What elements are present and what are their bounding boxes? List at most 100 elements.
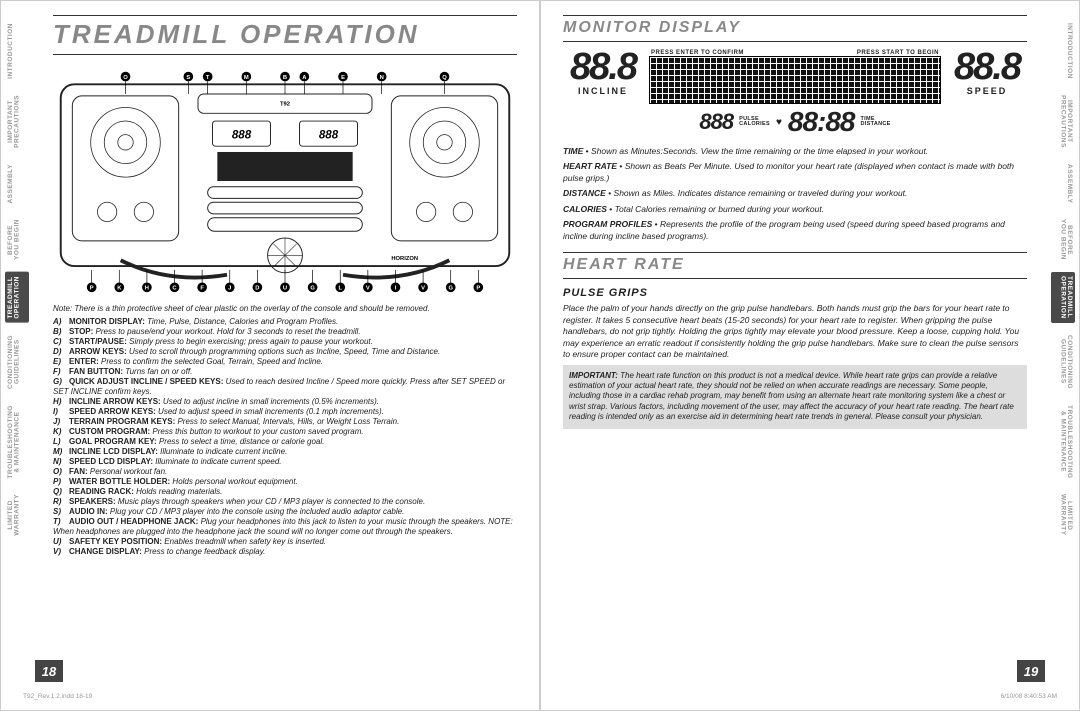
legend-row: V)CHANGE DISPLAY: Press to change feedba… — [53, 547, 517, 557]
important-box: IMPORTANT: The heart rate function on th… — [563, 365, 1027, 429]
svg-text:G: G — [310, 286, 315, 292]
definition-row: TIMEShown as Minutes:Seconds. View the t… — [563, 146, 1027, 157]
definition-row: HEART RATEShown as Beats Per Minute. Use… — [563, 161, 1027, 184]
important-label: IMPORTANT: — [569, 371, 618, 380]
svg-text:P: P — [90, 286, 94, 292]
legend-row: P)WATER BOTTLE HOLDER: Holds personal wo… — [53, 477, 517, 487]
sidetab: ASSEMBLY — [1051, 160, 1075, 208]
page-number: 19 — [1017, 660, 1045, 682]
matrix-left-text: PRESS ENTER TO CONFIRM — [651, 50, 744, 56]
page-title: TREADMILL OPERATION — [53, 15, 517, 55]
legend-row: G)QUICK ADJUST INCLINE / SPEED KEYS: Use… — [53, 377, 517, 397]
legend-row: I)SPEED ARROW KEYS: Used to adjust speed… — [53, 407, 517, 417]
svg-text:F: F — [200, 286, 204, 292]
legend-row: Q)READING RACK: Holds reading materials. — [53, 487, 517, 497]
legend-row: M)INCLINE LCD DISPLAY: Illuminate to ind… — [53, 447, 517, 457]
svg-text:E: E — [341, 75, 345, 81]
sidetab: IMPORTANT PRECAUTIONS — [1051, 91, 1075, 152]
legend-row: J)TERRAIN PROGRAM KEYS: Press to select … — [53, 417, 517, 427]
matrix-grid — [649, 56, 941, 104]
legend-row: U)SAFETY KEY POSITION: Enables treadmill… — [53, 537, 517, 547]
svg-text:T: T — [206, 75, 210, 81]
monitor-panel: 88.8 INCLINE PRESS ENTER TO CONFIRM PRES… — [563, 50, 1027, 242]
sidetab: BEFORE YOU BEGIN — [1051, 215, 1075, 264]
sidetab: IMPORTANT PRECAUTIONS — [5, 91, 29, 152]
right-content: MONITOR DISPLAY 88.8 INCLINE PRESS ENTER… — [563, 15, 1027, 429]
mid-time-value: 88:88 — [788, 106, 855, 138]
legend-row: R)SPEAKERS: Music plays through speakers… — [53, 497, 517, 507]
diagram-note: Note: There is a thin protective sheet o… — [53, 304, 517, 313]
svg-text:V: V — [366, 286, 370, 292]
svg-text:S: S — [186, 75, 190, 81]
monitor-display-title: MONITOR DISPLAY — [563, 15, 1027, 42]
profile-matrix: PRESS ENTER TO CONFIRM PRESS START TO BE… — [649, 50, 941, 138]
legend-row: S)AUDIO IN: Plug your CD / MP3 player in… — [53, 507, 517, 517]
legend-row: A)MONITOR DISPLAY: Time, Pulse, Distance… — [53, 317, 517, 327]
svg-text:P: P — [476, 286, 480, 292]
sidetab: LIMITED WARRANTY — [1051, 490, 1075, 540]
page-left: INTRODUCTION IMPORTANT PRECAUTIONS ASSEM… — [0, 0, 540, 711]
monitor-definitions: TIMEShown as Minutes:Seconds. View the t… — [563, 146, 1027, 242]
legend-row: K)CUSTOM PROGRAM: Press this button to w… — [53, 427, 517, 437]
legend-row: E)ENTER: Press to confirm the selected G… — [53, 357, 517, 367]
svg-text:M: M — [244, 75, 249, 81]
sidetab-active: TREADMILL OPERATION — [1051, 272, 1075, 323]
legend-row: H)INCLINE ARROW KEYS: Used to adjust inc… — [53, 397, 517, 407]
svg-text:L: L — [338, 286, 342, 292]
svg-text:B: B — [283, 75, 287, 81]
legend-row: T)AUDIO OUT / HEADPHONE JACK: Plug your … — [53, 517, 517, 537]
sidetabs-left: INTRODUCTION IMPORTANT PRECAUTIONS ASSEM… — [5, 19, 29, 650]
speed-readout: 88.8 SPEED — [947, 50, 1027, 96]
mid-888: 888 — [699, 109, 733, 135]
sidetab: CONDITIONING GUIDELINES — [1051, 331, 1075, 393]
distance-label: DISTANCE — [861, 122, 891, 128]
svg-text:Q: Q — [442, 75, 447, 81]
sidetab: TROUBLESHOOTING & MAINTENANCE — [5, 401, 29, 483]
console-diagram: T92 888 888 — [53, 63, 517, 298]
sidetab: INTRODUCTION — [1051, 19, 1075, 83]
definition-row: PROGRAM PROFILESRepresents the profile o… — [563, 219, 1027, 242]
speed-value: 88.8 — [947, 50, 1027, 84]
sidetab: BEFORE YOU BEGIN — [5, 215, 29, 264]
definition-row: DISTANCEShown as Miles. Indicates distan… — [563, 188, 1027, 199]
heart-rate-title: HEART RATE — [563, 252, 1027, 279]
svg-text:V: V — [421, 286, 425, 292]
svg-text:D: D — [255, 286, 259, 292]
legend-row: C)START/PAUSE: Simply press to begin exe… — [53, 337, 517, 347]
svg-text:N: N — [380, 75, 384, 81]
svg-text:G: G — [448, 286, 453, 292]
footer-right: 6/10/08 8:40:53 AM — [563, 693, 1057, 700]
legend-row: N)SPEED LCD DISPLAY: Illuminate to indic… — [53, 457, 517, 467]
page-right: INTRODUCTION IMPORTANT PRECAUTIONS ASSEM… — [540, 0, 1080, 711]
pulse-grips-text: Place the palm of your hands directly on… — [563, 303, 1027, 360]
legend-row: O)FAN: Personal workout fan. — [53, 467, 517, 477]
sidetab: LIMITED WARRANTY — [5, 490, 29, 540]
legend-row: F)FAN BUTTON: Turns fan on or off. — [53, 367, 517, 377]
heart-icon: ♥ — [776, 117, 782, 128]
legend-row: B)STOP: Press to pause/end your workout.… — [53, 327, 517, 337]
legend-list: A)MONITOR DISPLAY: Time, Pulse, Distance… — [53, 317, 517, 557]
svg-text:T92: T92 — [280, 102, 290, 108]
svg-text:H: H — [145, 286, 149, 292]
sidetab: CONDITIONING GUIDELINES — [5, 331, 29, 393]
svg-text:J: J — [228, 286, 231, 292]
important-text: The heart rate function on this product … — [569, 371, 1014, 422]
pulse-grips-title: PULSE GRIPS — [563, 287, 1027, 299]
incline-value: 88.8 — [563, 50, 643, 84]
page-number: 18 — [35, 660, 63, 682]
footer-timestamp: 6/10/08 8:40:53 AM — [1001, 693, 1057, 700]
sidetab: TROUBLESHOOTING & MAINTENANCE — [1051, 401, 1075, 483]
svg-text:HORIZON: HORIZON — [391, 256, 418, 262]
matrix-right-text: PRESS START TO BEGIN — [857, 50, 939, 56]
sidetabs-right: INTRODUCTION IMPORTANT PRECAUTIONS ASSEM… — [1051, 19, 1075, 650]
svg-text:888: 888 — [319, 128, 339, 141]
calories-label: CALORIES — [739, 122, 770, 128]
legend-row: D)ARROW KEYS: Used to scroll through pro… — [53, 347, 517, 357]
definition-row: CALORIESTotal Calories remaining or burn… — [563, 204, 1027, 215]
sidetab: ASSEMBLY — [5, 160, 29, 208]
legend-row: L)GOAL PROGRAM KEY: Press to select a ti… — [53, 437, 517, 447]
footer-file: T92_Rev.1.2.indd 18-19 — [23, 693, 92, 700]
svg-text:888: 888 — [232, 128, 252, 141]
sidetab: INTRODUCTION — [5, 19, 29, 83]
svg-text:O: O — [123, 75, 128, 81]
